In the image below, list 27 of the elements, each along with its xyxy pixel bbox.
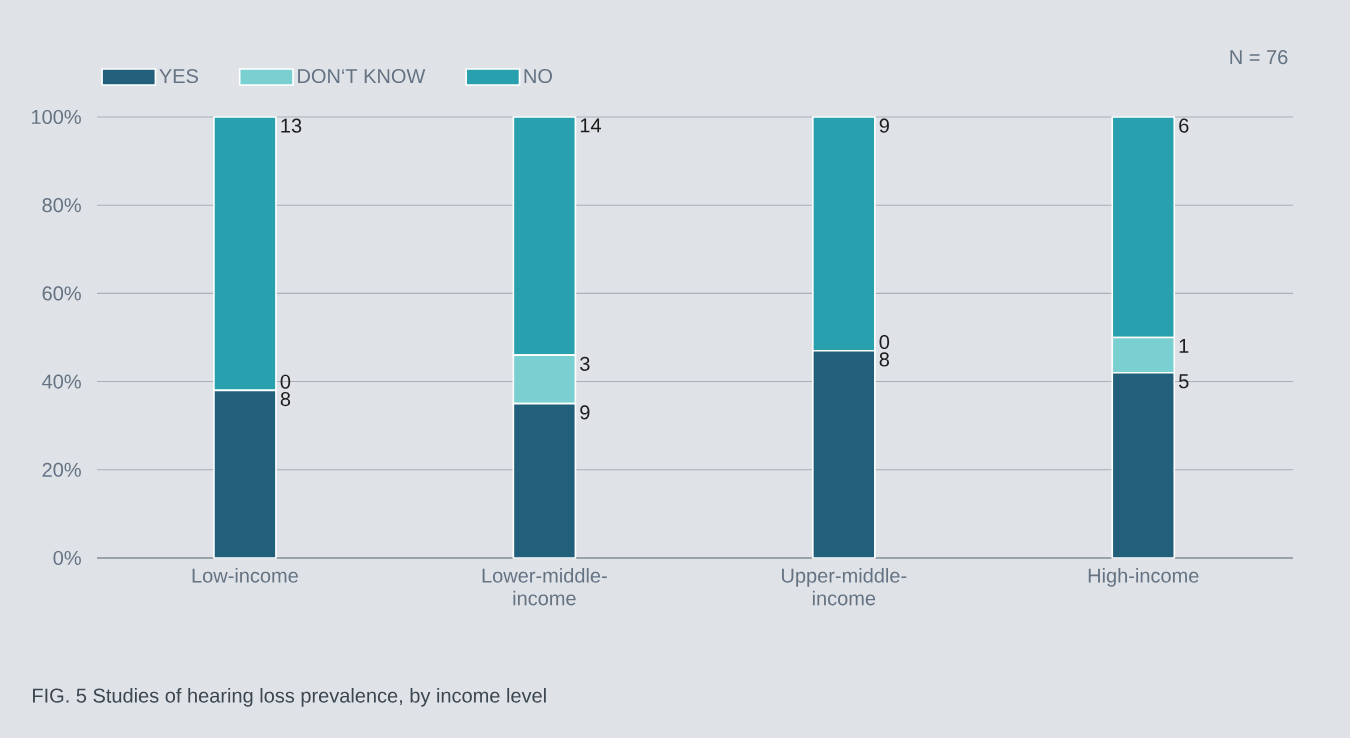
y-tick-label: 20% [42, 462, 81, 477]
annotation: 6 [1179, 118, 1189, 133]
annotation: 8 [280, 392, 291, 407]
y-tick-label: 80% [42, 198, 81, 213]
annotation: 3 [580, 356, 590, 371]
x-tick-label: Lower-middle-income [482, 568, 607, 606]
annotation: 8 [879, 352, 890, 367]
y-tick-label: 0% [53, 550, 81, 566]
x-tick-label: Low-income [192, 568, 298, 583]
annotation: 5 [1179, 374, 1189, 389]
legend-label: DON‘T KNOW [298, 68, 426, 84]
annotation: 9 [580, 405, 590, 420]
legend-label: NO [524, 68, 552, 84]
y-tick-label: 60% [42, 286, 81, 301]
x-tick-label: Upper-middle-income [782, 568, 907, 606]
y-tick-label: 40% [42, 374, 81, 389]
annotation: 14 [580, 118, 601, 133]
annotation: 13 [281, 118, 302, 133]
annotation: 1 [1179, 339, 1189, 353]
y-tick-label: 100% [32, 109, 81, 125]
annotation: 9 [879, 118, 889, 133]
caption: FIG. 5 Studies of hearing loss prevalence, by income level [33, 688, 546, 707]
x-tick-label: High-income [1088, 568, 1199, 587]
annotation: 0 [280, 374, 291, 389]
text: N = 76 [1230, 50, 1288, 65]
legend-label: YES [159, 68, 198, 84]
annotation: 0 [879, 334, 890, 350]
